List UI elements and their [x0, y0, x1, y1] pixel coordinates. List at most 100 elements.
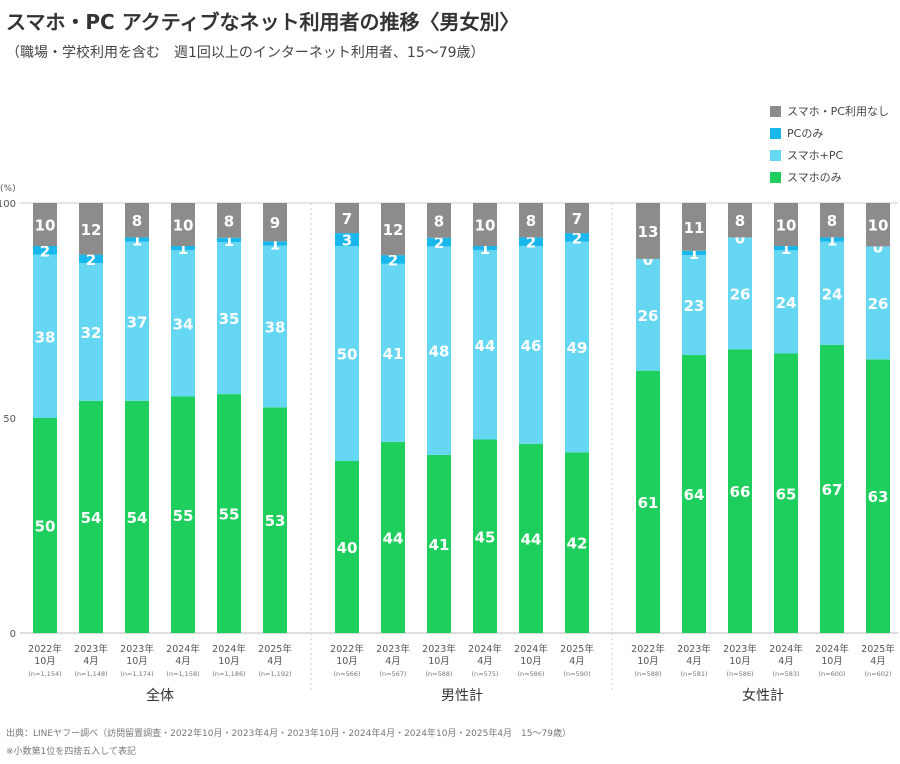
bar-segment [636, 370, 660, 633]
bar-segment [79, 263, 103, 401]
data-label: 26 [638, 307, 659, 325]
bar-segment [519, 246, 543, 444]
bar-segment [866, 203, 890, 247]
data-label: 8 [224, 212, 234, 230]
data-label: 64 [684, 486, 705, 504]
data-label: 10 [35, 217, 56, 235]
legend-swatch [770, 105, 781, 117]
data-label: 7 [342, 210, 352, 228]
data-label: 11 [684, 219, 705, 237]
bar-segment [33, 246, 57, 255]
bar-segment [565, 203, 589, 234]
data-label: 8 [434, 212, 444, 230]
x-tick-year: 2022年 [330, 643, 364, 655]
bar-segment [335, 203, 359, 234]
data-label: 8 [132, 212, 142, 230]
data-label: 0 [735, 229, 745, 247]
data-label: 2 [86, 251, 96, 269]
bar-segment [171, 203, 195, 246]
legend-swatch [770, 171, 781, 183]
data-label: 13 [638, 223, 659, 241]
legend: スマホ・PC利用なし PCのみ スマホ+PC スマホのみ [770, 100, 889, 188]
bar-segment [636, 258, 660, 371]
data-label: 38 [265, 318, 286, 336]
bar-segment [682, 203, 706, 251]
bar-segment [33, 418, 57, 633]
x-tick-month: 4月 [870, 656, 886, 667]
y-tick-label: 100 [0, 199, 16, 210]
data-label: 8 [735, 212, 745, 230]
data-label: 54 [127, 509, 148, 527]
x-tick-month: 4月 [778, 656, 794, 667]
x-tick-year: 2024年 [212, 643, 246, 655]
bar-segment [820, 237, 844, 242]
data-label: 24 [776, 294, 797, 312]
data-label: 10 [776, 217, 797, 235]
bar-segment [263, 203, 287, 242]
y-tick-label: 50 [3, 414, 16, 425]
chart-title: スマホ・PC アクティブなネット利用者の推移〈男女別〉 [6, 10, 520, 34]
data-label: 63 [868, 488, 889, 506]
bar-segment [79, 254, 103, 264]
x-tick-year: 2023年 [74, 643, 108, 655]
data-label: 54 [81, 509, 102, 527]
x-tick-year: 2024年 [514, 643, 548, 655]
legend-label: PCのみ [787, 127, 824, 140]
data-label: 55 [173, 507, 194, 525]
x-tick-month: 10月 [126, 656, 148, 667]
x-tick-month: 10月 [729, 656, 751, 667]
bar-segment [820, 241, 844, 345]
x-tick-n: (n=586) [726, 670, 753, 678]
legend-item: スマホ+PC [770, 144, 889, 166]
data-label: 1 [178, 240, 188, 258]
bar-segment [33, 254, 57, 418]
bar-segment [381, 203, 405, 256]
y-axis-unit: (%) [0, 184, 16, 194]
legend-swatch [770, 127, 781, 139]
x-tick-n: (n=583) [772, 670, 799, 678]
data-label: 44 [521, 530, 542, 548]
x-tick-month: 4月 [686, 656, 702, 667]
bar-segment [263, 245, 287, 408]
group-label: 男性計 [441, 688, 483, 704]
bar-segment [565, 241, 589, 453]
x-tick-month: 10月 [218, 656, 240, 667]
bar-segment [217, 242, 241, 395]
bar-segment [171, 396, 195, 633]
x-tick-month: 10月 [428, 656, 450, 667]
bar-segment [519, 237, 543, 246]
data-label: 7 [572, 210, 582, 228]
bar-segment [427, 203, 451, 238]
x-tick-month: 4月 [385, 656, 401, 667]
x-tick-n: (n=588) [634, 670, 661, 678]
x-tick-n: (n=590) [563, 670, 590, 678]
bar-segment [381, 263, 405, 442]
bar-segment [33, 203, 57, 246]
data-label: 65 [776, 485, 797, 503]
x-tick-n: (n=567) [379, 670, 406, 678]
x-tick-month: 10月 [637, 656, 659, 667]
bar-segment [125, 203, 149, 238]
data-label: 44 [383, 529, 404, 547]
bar-segment [263, 241, 287, 246]
x-tick-n: (n=600) [818, 670, 845, 678]
legend-label: スマホ+PC [787, 149, 844, 162]
data-label: 46 [521, 337, 542, 355]
data-label: 45 [475, 528, 496, 546]
bar-segment [79, 400, 103, 633]
data-label: 42 [567, 535, 588, 553]
data-label: 32 [81, 324, 102, 342]
bar-segment [125, 400, 149, 633]
bar-segment [79, 203, 103, 255]
x-tick-year: 2022年 [28, 643, 62, 655]
bar-segment [217, 394, 241, 633]
x-tick-year: 2024年 [166, 643, 200, 655]
data-label: 49 [567, 339, 588, 357]
data-label: 66 [730, 483, 751, 501]
x-tick-year: 2025年 [258, 643, 292, 655]
data-label: 2 [40, 242, 50, 260]
chart-subtitle: （職場・学校利用を含む 週1回以上のインターネット利用者、15～79歳） [6, 45, 485, 61]
bar-segment [473, 203, 497, 246]
data-label: 0 [873, 238, 883, 256]
x-tick-n: (n=1,154) [28, 670, 61, 678]
